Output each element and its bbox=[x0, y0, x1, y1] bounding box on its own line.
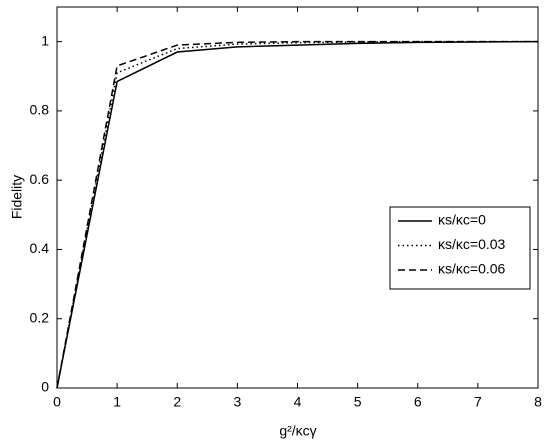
x-tick-label: 8 bbox=[534, 394, 542, 410]
x-tick-label: 3 bbox=[233, 394, 241, 410]
legend-label: κs/κc=0.03 bbox=[438, 236, 506, 252]
y-axis-label: Fidelity bbox=[9, 175, 25, 219]
legend-label: κs/κc=0 bbox=[438, 212, 486, 228]
x-tick-label: 4 bbox=[294, 394, 302, 410]
y-tick-label: 0.6 bbox=[30, 171, 50, 187]
y-tick-label: 0.4 bbox=[30, 240, 50, 256]
y-tick-label: 0.2 bbox=[30, 309, 50, 325]
y-tick-label: 1 bbox=[41, 32, 49, 48]
y-tick-label: 0 bbox=[41, 379, 49, 395]
x-tick-label: 2 bbox=[173, 394, 181, 410]
x-tick-label: 0 bbox=[53, 394, 61, 410]
x-tick-label: 5 bbox=[354, 394, 362, 410]
y-tick-label: 0.8 bbox=[30, 102, 50, 118]
x-tick-label: 1 bbox=[113, 394, 121, 410]
x-tick-label: 6 bbox=[414, 394, 422, 410]
x-tick-label: 7 bbox=[474, 394, 482, 410]
series-line bbox=[56, 40, 538, 389]
legend-label: κs/κc=0.06 bbox=[438, 261, 506, 277]
x-axis-label: g²/κcγ bbox=[279, 423, 316, 439]
